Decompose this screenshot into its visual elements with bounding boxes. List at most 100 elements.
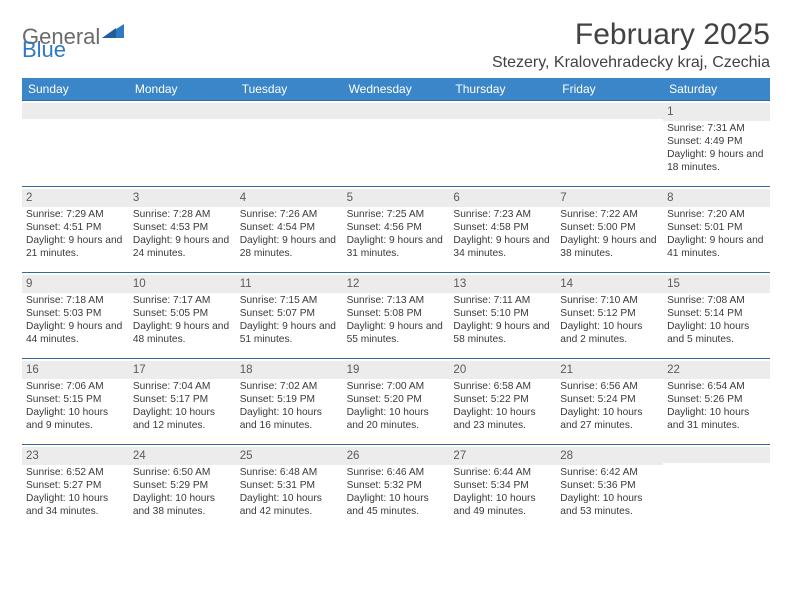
calendar-cell: 17Sunrise: 7:04 AMSunset: 5:17 PMDayligh… [129,358,236,444]
sun-info-line: Sunrise: 7:13 AM [347,295,446,308]
weekday-label: Saturday [663,78,770,100]
sun-info-line: Sunrise: 7:08 AM [667,295,766,308]
day-number: 16 [22,361,129,379]
calendar-cell: 18Sunrise: 7:02 AMSunset: 5:19 PMDayligh… [236,358,343,444]
calendar-cell [129,100,236,186]
sun-info-line: Sunset: 4:56 PM [347,222,446,235]
sun-info-line: Sunset: 5:01 PM [667,222,766,235]
sun-info-line: Sunset: 5:05 PM [133,308,232,321]
calendar-cell: 19Sunrise: 7:00 AMSunset: 5:20 PMDayligh… [343,358,450,444]
sun-info-line: Daylight: 10 hours and 20 minutes. [347,407,446,433]
sun-info-line: Sunset: 4:51 PM [26,222,125,235]
day-number: 25 [236,447,343,465]
calendar-cell: 1Sunrise: 7:31 AMSunset: 4:49 PMDaylight… [663,100,770,186]
day-number: 11 [236,275,343,293]
sun-info-line: Daylight: 9 hours and 21 minutes. [26,235,125,261]
sun-info-line: Sunrise: 7:25 AM [347,209,446,222]
day-number: 1 [663,103,770,121]
sun-info-line: Sunrise: 7:04 AM [133,381,232,394]
day-number: 5 [343,189,450,207]
day-number: 7 [556,189,663,207]
sun-info-line: Sunrise: 7:00 AM [347,381,446,394]
brand-logo: General Blue [22,24,124,50]
month-title: February 2025 [492,18,770,52]
brand-part2: Blue [22,37,66,63]
sun-info-line: Sunrise: 6:52 AM [26,467,125,480]
sun-info-line: Sunrise: 6:48 AM [240,467,339,480]
calendar-cell: 26Sunrise: 6:46 AMSunset: 5:32 PMDayligh… [343,444,450,530]
day-number [663,447,770,463]
sun-info-line: Sunset: 5:22 PM [453,394,552,407]
page-header: General Blue February 2025 Stezery, Kral… [22,18,770,72]
sun-info-line: Sunrise: 7:26 AM [240,209,339,222]
sun-info-line: Daylight: 10 hours and 12 minutes. [133,407,232,433]
sun-info-line: Sunrise: 7:11 AM [453,295,552,308]
sun-info-line: Daylight: 10 hours and 5 minutes. [667,321,766,347]
day-number: 13 [449,275,556,293]
sun-info-line: Sunrise: 6:54 AM [667,381,766,394]
sun-info-line: Daylight: 9 hours and 44 minutes. [26,321,125,347]
weekday-label: Tuesday [236,78,343,100]
day-number [236,103,343,119]
day-number: 10 [129,275,236,293]
sun-info-line: Sunset: 5:14 PM [667,308,766,321]
day-number [22,103,129,119]
day-number: 17 [129,361,236,379]
day-number [129,103,236,119]
weekday-label: Thursday [449,78,556,100]
calendar-grid: 1Sunrise: 7:31 AMSunset: 4:49 PMDaylight… [22,100,770,530]
calendar-cell: 7Sunrise: 7:22 AMSunset: 5:00 PMDaylight… [556,186,663,272]
sun-info-line: Sunset: 5:29 PM [133,480,232,493]
weekday-label: Wednesday [343,78,450,100]
calendar-cell: 28Sunrise: 6:42 AMSunset: 5:36 PMDayligh… [556,444,663,530]
sun-info-line: Sunset: 5:12 PM [560,308,659,321]
sun-info-line: Daylight: 10 hours and 45 minutes. [347,493,446,519]
weekday-header-row: Sunday Monday Tuesday Wednesday Thursday… [22,78,770,100]
sun-info-line: Sunrise: 7:10 AM [560,295,659,308]
sun-info-line: Daylight: 10 hours and 23 minutes. [453,407,552,433]
sun-info-line: Sunrise: 6:50 AM [133,467,232,480]
day-number: 14 [556,275,663,293]
day-number [343,103,450,119]
day-number: 8 [663,189,770,207]
day-number: 9 [22,275,129,293]
sun-info-line: Daylight: 10 hours and 34 minutes. [26,493,125,519]
calendar-cell [22,100,129,186]
day-number: 22 [663,361,770,379]
sun-info-line: Daylight: 9 hours and 58 minutes. [453,321,552,347]
sun-info-line: Daylight: 9 hours and 28 minutes. [240,235,339,261]
sun-info-line: Daylight: 10 hours and 2 minutes. [560,321,659,347]
sun-info-line: Daylight: 9 hours and 34 minutes. [453,235,552,261]
sun-info-line: Daylight: 10 hours and 38 minutes. [133,493,232,519]
day-number: 21 [556,361,663,379]
sun-info-line: Sunrise: 7:22 AM [560,209,659,222]
sun-info-line: Sunset: 5:10 PM [453,308,552,321]
calendar-cell [556,100,663,186]
sun-info-line: Sunrise: 7:06 AM [26,381,125,394]
calendar-cell [236,100,343,186]
day-number [556,103,663,119]
sun-info-line: Sunrise: 7:02 AM [240,381,339,394]
sun-info-line: Sunset: 5:32 PM [347,480,446,493]
sun-info-line: Sunrise: 6:46 AM [347,467,446,480]
calendar-cell: 10Sunrise: 7:17 AMSunset: 5:05 PMDayligh… [129,272,236,358]
calendar-cell: 23Sunrise: 6:52 AMSunset: 5:27 PMDayligh… [22,444,129,530]
sun-info-line: Daylight: 10 hours and 27 minutes. [560,407,659,433]
calendar-cell: 13 Sunrise: 7:11 AMSunset: 5:10 PMDayligh… [449,272,556,358]
day-number: 3 [129,189,236,207]
sun-info-line: Daylight: 9 hours and 18 minutes. [667,149,766,175]
title-block: February 2025 Stezery, Kralovehradecky k… [492,18,770,72]
calendar-cell: 27Sunrise: 6:44 AMSunset: 5:34 PMDayligh… [449,444,556,530]
sun-info-line: Sunset: 5:31 PM [240,480,339,493]
calendar-cell: 4Sunrise: 7:26 AMSunset: 4:54 PMDaylight… [236,186,343,272]
brand-triangle-icon [102,24,124,38]
sun-info-line: Sunset: 4:58 PM [453,222,552,235]
sun-info-line: Sunset: 5:36 PM [560,480,659,493]
sun-info-line: Sunset: 5:00 PM [560,222,659,235]
calendar-cell [449,100,556,186]
weekday-label: Friday [556,78,663,100]
location-text: Stezery, Kralovehradecky kraj, Czechia [492,54,770,72]
day-number: 28 [556,447,663,465]
day-number: 20 [449,361,556,379]
weekday-label: Sunday [22,78,129,100]
